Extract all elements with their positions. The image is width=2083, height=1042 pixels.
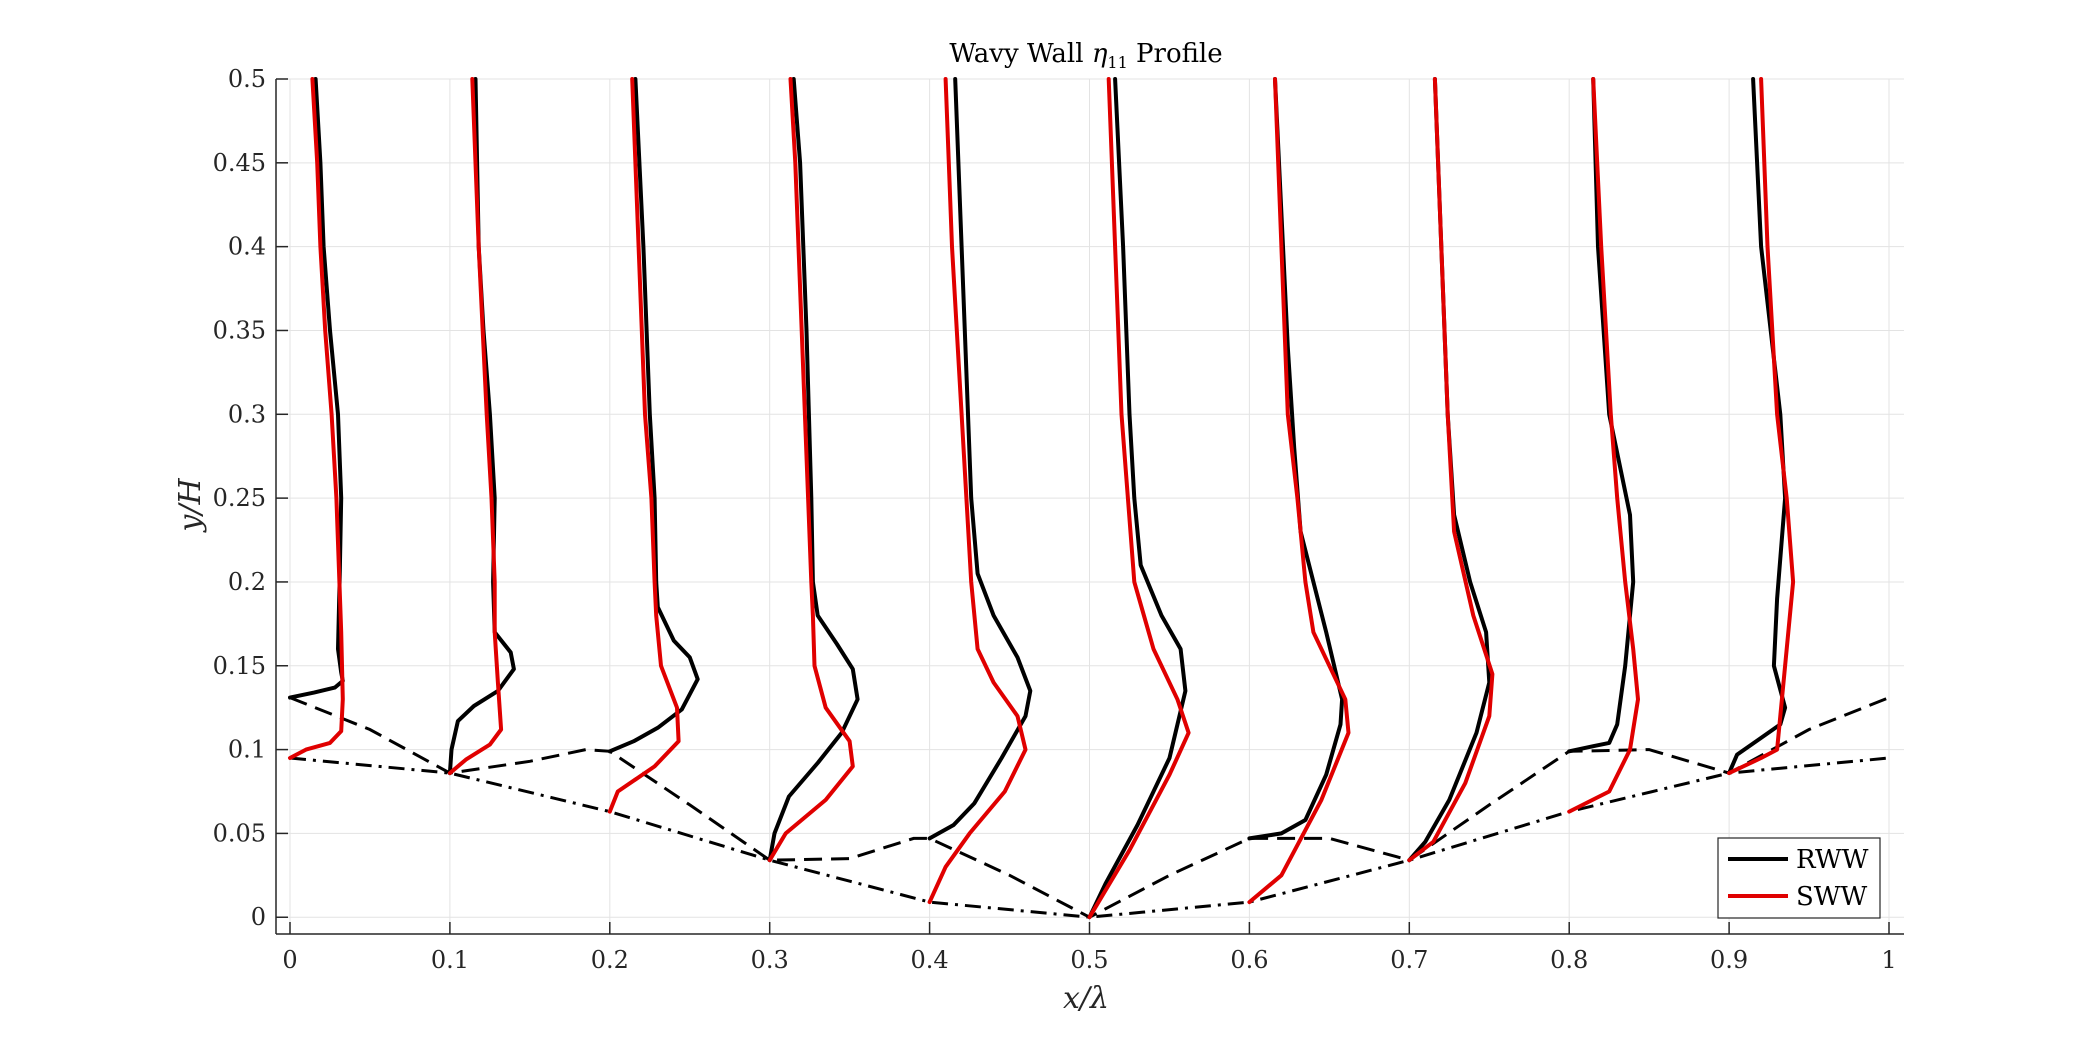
y-tick-label: 0.25 [213, 484, 266, 512]
y-tick-label: 0.4 [228, 233, 266, 261]
series-line-rww-3 [767, 77, 860, 863]
title-prefix: Wavy Wall [949, 39, 1091, 69]
series-line-sww-8 [1567, 77, 1640, 814]
y-tick-label: 0.45 [213, 149, 266, 177]
x-tick-label: 0.4 [911, 946, 949, 974]
y-tick-label: 0.35 [213, 316, 266, 344]
y-tick-label: 0.15 [213, 652, 266, 680]
series-lines [288, 77, 1796, 920]
chart-title: Wavy Wall η11 Profile [949, 39, 1222, 72]
legend-label-rww: RWW [1796, 845, 1869, 875]
y-tick-label: 0.1 [228, 736, 266, 764]
y-axis-label: y/H [173, 478, 208, 534]
y-tick-label: 0 [251, 903, 266, 931]
x-tick-label: 0.9 [1710, 946, 1748, 974]
series-line-rww-5 [1087, 77, 1188, 920]
series-line-sww-4 [927, 77, 1028, 905]
x-tick-label: 0.3 [751, 946, 789, 974]
x-tick-label: 0.2 [591, 946, 629, 974]
series-line-sww-9 [1727, 77, 1796, 776]
series-line-sww-3 [767, 77, 855, 863]
series-line-sww-0 [288, 77, 345, 760]
x-tick-labels: 0 0.1 0.2 0.3 0.4 0.5 0.6 0.7 0.8 0.9 1 [282, 946, 1896, 974]
series-line-sww-5 [1087, 77, 1191, 920]
series-line-rww-2 [607, 77, 700, 754]
series-line-sww-7 [1407, 77, 1495, 863]
series-line-sww-1 [447, 77, 504, 776]
y-tick-label: 0.5 [228, 65, 266, 93]
x-axis-label: x/λ [1063, 981, 1109, 1016]
x-tick-label: 0.1 [431, 946, 469, 974]
axes [275, 78, 1904, 935]
series-line-sww-6 [1247, 77, 1351, 905]
series-line-rww-4 [927, 77, 1033, 841]
series-sww [288, 77, 1796, 920]
title-subscript: 11 [1107, 53, 1127, 72]
x-tick-label: 0.7 [1390, 946, 1428, 974]
y-tick-label: 0.3 [228, 400, 266, 428]
legend-label-sww: SWW [1796, 882, 1868, 912]
series-line-sww-2 [607, 77, 681, 814]
y-tick-label: 0.05 [213, 819, 266, 847]
x-tick-label: 0 [282, 946, 297, 974]
x-tick-label: 0.6 [1230, 946, 1268, 974]
legend: RWW SWW [1717, 837, 1881, 919]
y-tick-labels: 0 0.05 0.1 0.15 0.2 0.25 0.3 0.35 0.4 0.45 0.5 [213, 65, 266, 931]
x-tick-label: 1 [1881, 946, 1896, 974]
title-symbol: η [1092, 39, 1108, 69]
x-tick-label: 0.8 [1550, 946, 1588, 974]
wall-line-dashdot [289, 756, 1890, 919]
x-tick-label: 0.5 [1070, 946, 1108, 974]
legend-box [1717, 837, 1881, 919]
wall-profiles [289, 696, 1890, 919]
series-line-rww-6 [1247, 77, 1345, 841]
wall-line-dashed [289, 696, 1890, 919]
title-suffix: Profile [1128, 39, 1223, 69]
y-tick-label: 0.2 [228, 568, 266, 596]
